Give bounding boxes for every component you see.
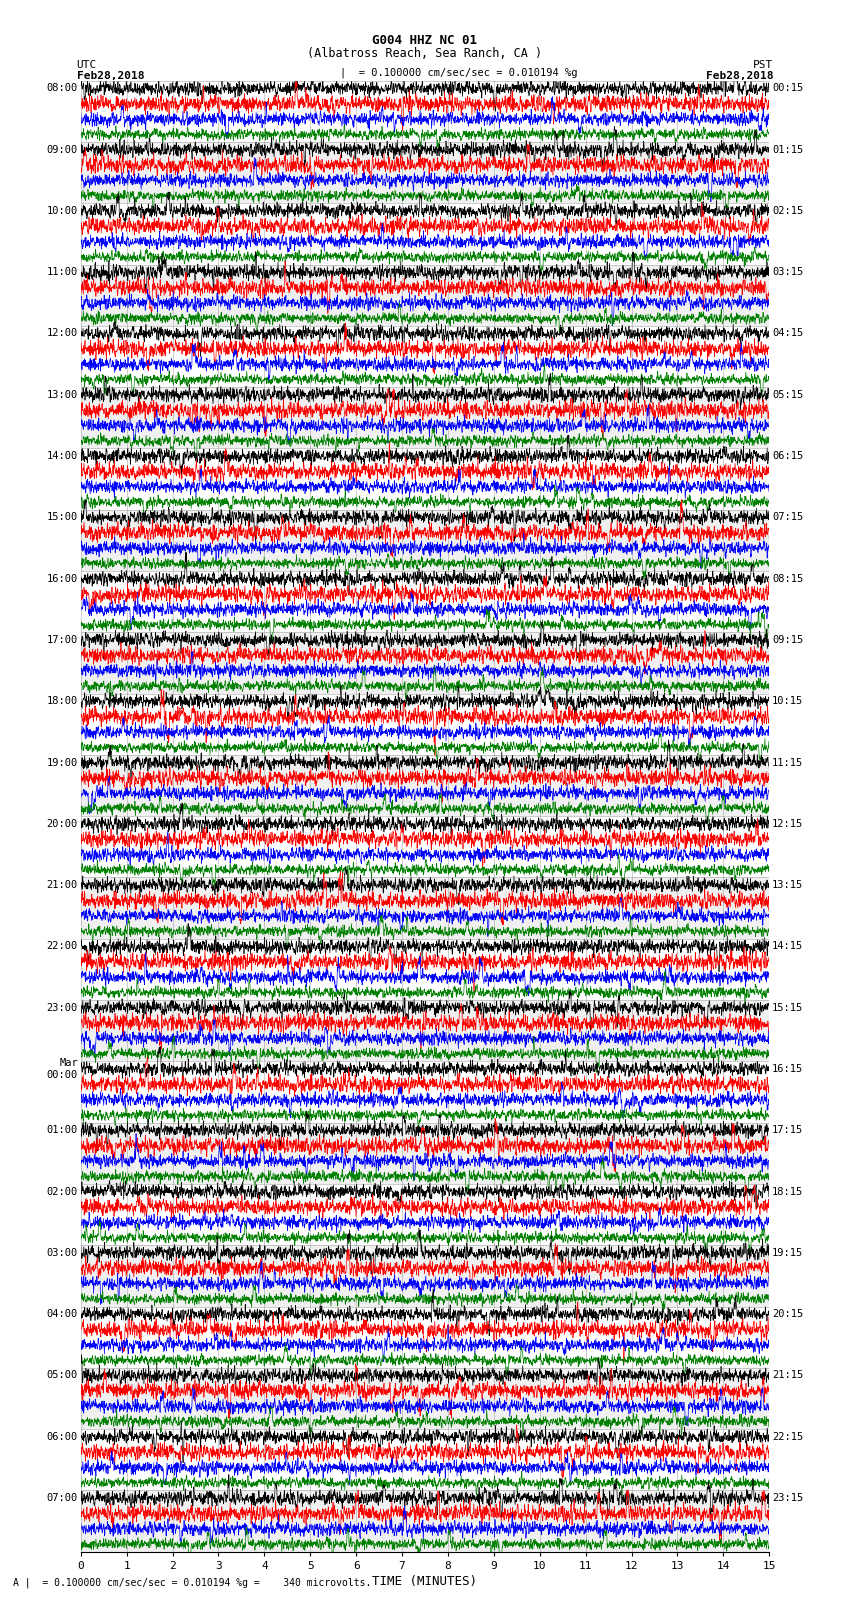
Text: Feb28,2018: Feb28,2018 xyxy=(706,71,774,81)
Bar xyxy=(81,387,769,448)
Text: PST: PST xyxy=(753,60,774,69)
Bar xyxy=(81,265,769,326)
Bar xyxy=(81,1184,769,1245)
Bar xyxy=(81,1368,769,1429)
Bar xyxy=(81,203,769,265)
Bar xyxy=(81,816,769,877)
Bar xyxy=(81,694,769,755)
Text: |  = 0.100000 cm/sec/sec = 0.010194 %g: | = 0.100000 cm/sec/sec = 0.010194 %g xyxy=(340,68,577,79)
Bar xyxy=(81,877,769,939)
Bar xyxy=(81,1307,769,1368)
Bar xyxy=(81,632,769,694)
Bar xyxy=(81,81,769,142)
Text: G004 HHZ NC 01: G004 HHZ NC 01 xyxy=(372,34,478,47)
Bar xyxy=(81,448,769,510)
X-axis label: TIME (MINUTES): TIME (MINUTES) xyxy=(372,1574,478,1587)
Bar xyxy=(81,326,769,387)
Bar xyxy=(81,939,769,1000)
Text: Feb28,2018: Feb28,2018 xyxy=(76,71,144,81)
Bar xyxy=(81,1061,769,1123)
Bar xyxy=(81,1245,769,1307)
Bar xyxy=(81,1429,769,1490)
Bar xyxy=(81,142,769,203)
Text: UTC: UTC xyxy=(76,60,97,69)
Bar xyxy=(81,1000,769,1061)
Bar xyxy=(81,510,769,571)
Bar xyxy=(81,1490,769,1552)
Bar xyxy=(81,571,769,632)
Bar xyxy=(81,755,769,816)
Text: A |  = 0.100000 cm/sec/sec = 0.010194 %g =    340 microvolts.: A | = 0.100000 cm/sec/sec = 0.010194 %g … xyxy=(13,1578,371,1589)
Bar xyxy=(81,1123,769,1184)
Text: (Albatross Reach, Sea Ranch, CA ): (Albatross Reach, Sea Ranch, CA ) xyxy=(308,47,542,60)
